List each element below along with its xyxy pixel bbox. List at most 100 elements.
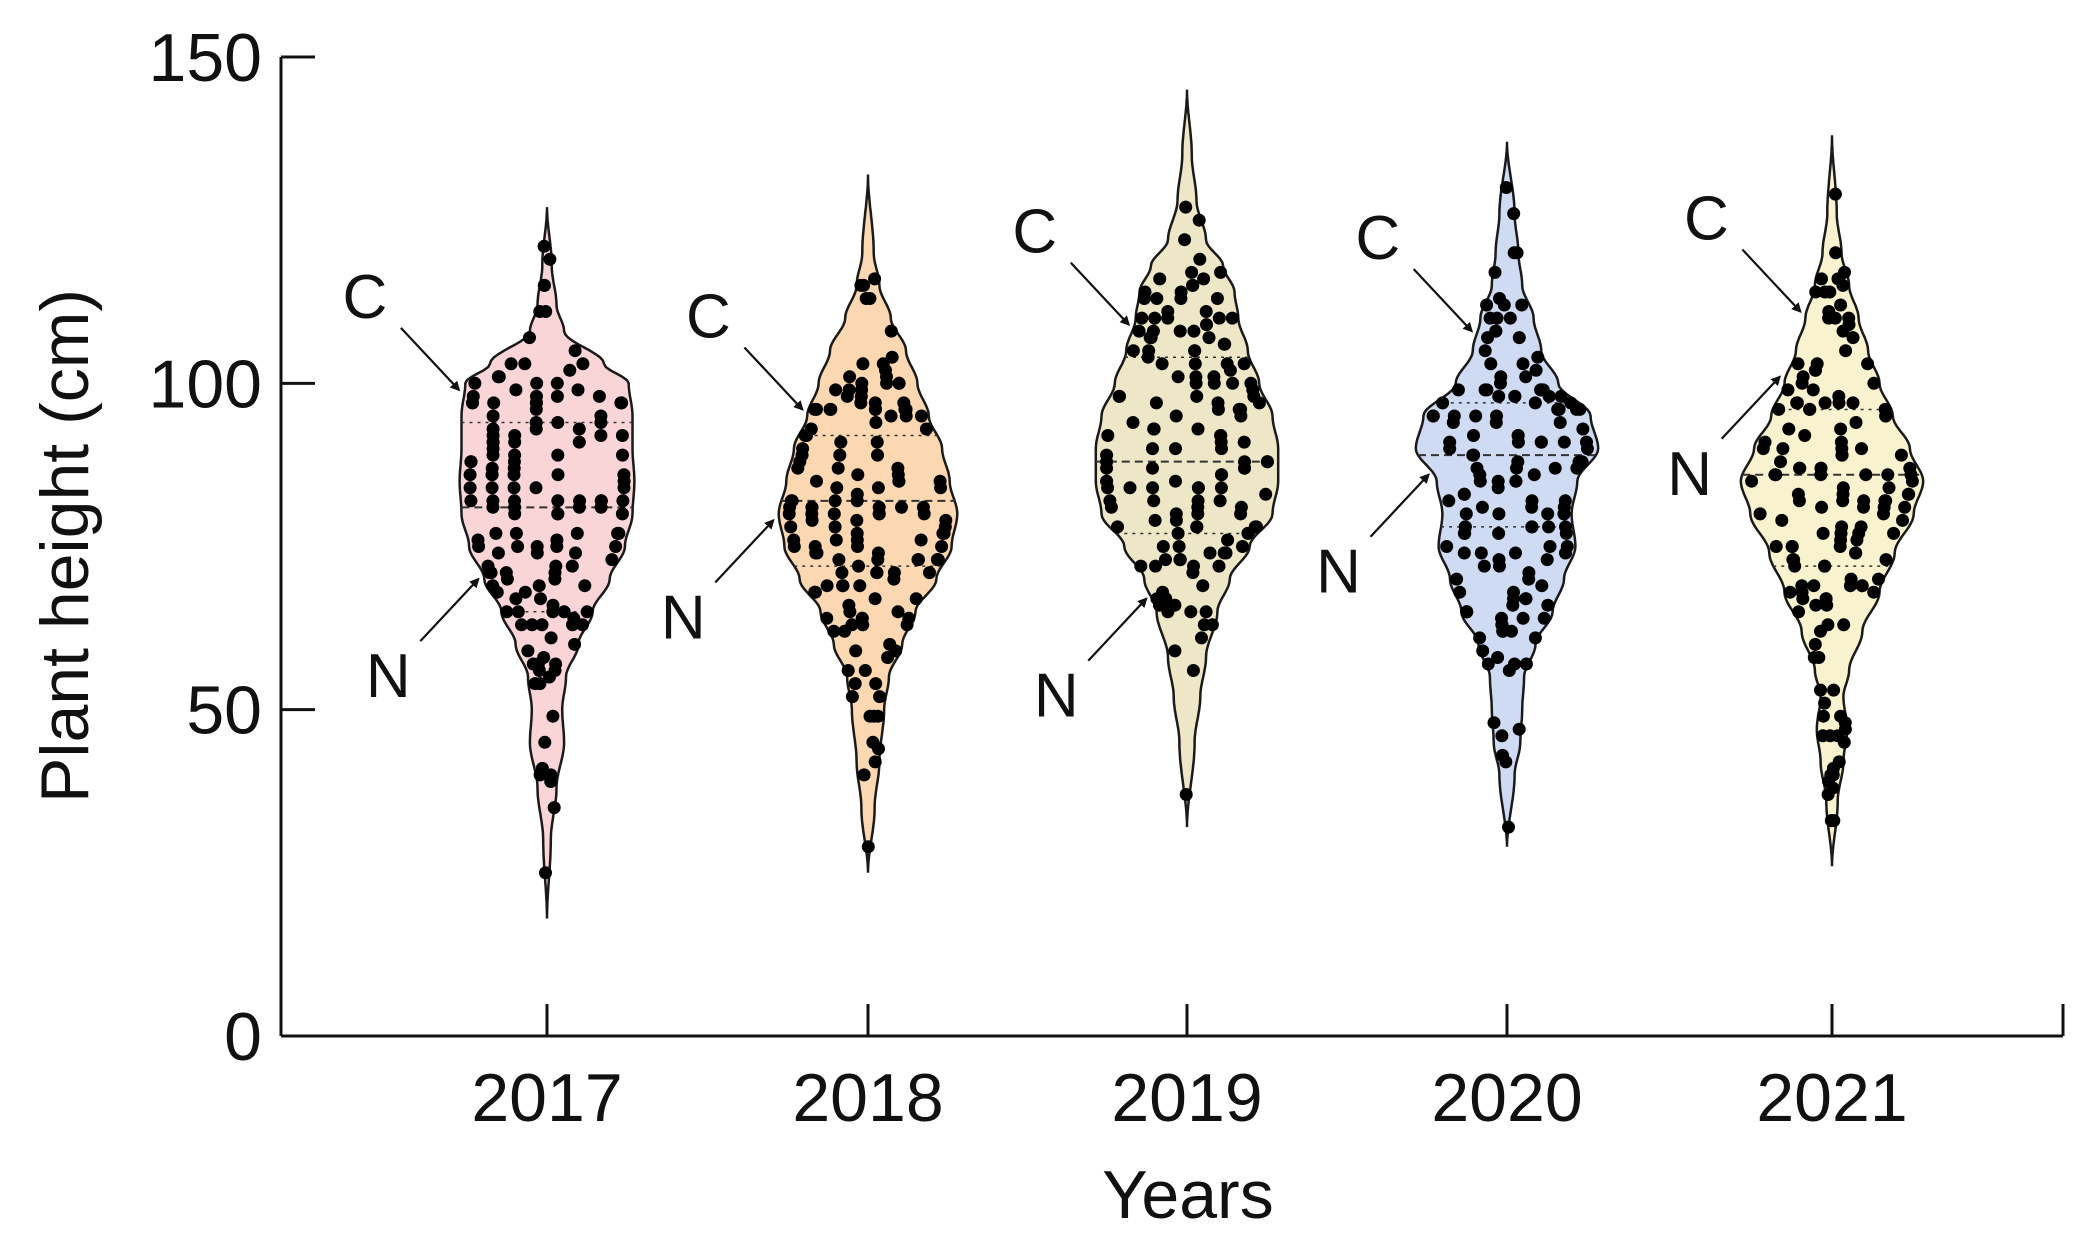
data-point-2017 xyxy=(511,540,525,553)
data-point-2017 xyxy=(508,429,522,442)
data-point-2021 xyxy=(1816,729,1830,743)
data-point-2018 xyxy=(891,468,905,482)
data-point-2021 xyxy=(1758,435,1772,449)
data-point-2017 xyxy=(518,357,532,371)
data-point-2019 xyxy=(1184,605,1198,619)
data-point-2017 xyxy=(580,605,594,619)
data-point-2019 xyxy=(1193,252,1207,266)
data-point-2020 xyxy=(1576,422,1590,436)
data-point-2019 xyxy=(1100,455,1114,469)
data-point-2020 xyxy=(1453,585,1467,599)
data-point-2017 xyxy=(534,592,547,606)
data-point-2017 xyxy=(490,585,504,599)
data-point-2019 xyxy=(1171,526,1185,540)
data-point-2017 xyxy=(557,605,571,619)
data-point-2019 xyxy=(1211,402,1225,416)
data-point-2019 xyxy=(1156,540,1170,553)
data-point-2019 xyxy=(1219,546,1233,560)
data-point-2019 xyxy=(1147,422,1161,436)
data-point-2018 xyxy=(868,272,882,286)
data-point-2018 xyxy=(784,494,798,508)
data-point-2017 xyxy=(472,540,486,553)
data-point-2017 xyxy=(565,559,579,573)
data-point-2019 xyxy=(1100,474,1114,488)
data-point-2020 xyxy=(1511,429,1525,442)
data-point-2021 xyxy=(1904,468,1918,482)
data-point-2019 xyxy=(1210,292,1224,305)
data-point-2020 xyxy=(1554,389,1568,403)
data-point-2017 xyxy=(491,370,505,384)
data-point-2019 xyxy=(1169,507,1183,521)
data-point-2017 xyxy=(504,357,518,371)
data-point-2020 xyxy=(1509,474,1523,488)
annotation-label-2021-N: N xyxy=(1667,440,1712,509)
data-point-2021 xyxy=(1898,500,1912,514)
data-point-2020 xyxy=(1503,311,1517,325)
data-point-2021 xyxy=(1901,487,1915,501)
annotation-arrow-2018-N xyxy=(714,518,775,584)
data-point-2017 xyxy=(605,553,619,567)
data-point-2021 xyxy=(1829,246,1843,260)
data-point-2021 xyxy=(1827,683,1841,697)
data-point-2018 xyxy=(880,370,893,384)
data-point-2021 xyxy=(1838,265,1851,279)
data-point-2017 xyxy=(539,305,553,318)
data-point-2021 xyxy=(1854,520,1868,534)
data-point-2019 xyxy=(1260,455,1274,469)
data-point-2018 xyxy=(884,324,898,338)
data-point-2020 xyxy=(1516,357,1530,371)
data-point-2021 xyxy=(1814,461,1828,475)
data-point-2021 xyxy=(1809,598,1823,612)
data-point-2019 xyxy=(1143,331,1157,345)
data-point-2019 xyxy=(1179,788,1193,801)
data-point-2017 xyxy=(544,631,558,645)
data-point-2018 xyxy=(871,553,885,567)
data-point-2020 xyxy=(1541,507,1555,521)
data-point-2019 xyxy=(1103,494,1117,508)
data-point-2021 xyxy=(1859,468,1873,482)
data-point-2018 xyxy=(827,507,841,521)
data-point-2017 xyxy=(529,402,543,416)
data-point-2018 xyxy=(827,624,841,638)
data-point-2017 xyxy=(466,389,480,403)
data-point-2021 xyxy=(1896,513,1909,527)
data-point-2018 xyxy=(829,533,843,547)
data-point-2020 xyxy=(1493,559,1506,573)
data-point-2020 xyxy=(1540,553,1554,567)
data-point-2017 xyxy=(464,494,478,508)
data-point-2021 xyxy=(1834,298,1848,312)
data-point-2020 xyxy=(1478,383,1492,397)
data-point-2019 xyxy=(1161,598,1174,612)
data-point-2020 xyxy=(1564,396,1578,410)
data-point-2019 xyxy=(1212,311,1226,325)
data-point-2020 xyxy=(1443,442,1457,456)
data-point-2017 xyxy=(592,389,606,403)
data-point-2019 xyxy=(1113,389,1126,403)
data-point-2017 xyxy=(551,507,565,521)
data-point-2021 xyxy=(1772,402,1786,416)
data-point-2020 xyxy=(1512,331,1526,345)
data-point-2020 xyxy=(1478,344,1492,358)
data-point-2018 xyxy=(828,494,842,508)
data-point-2020 xyxy=(1558,494,1572,508)
data-point-2021 xyxy=(1820,598,1834,612)
annotation-label-2019-N: N xyxy=(1034,662,1079,731)
data-point-2019 xyxy=(1215,468,1228,482)
dots-layer xyxy=(463,181,1919,880)
data-point-2017 xyxy=(547,801,561,815)
data-point-2017 xyxy=(511,605,525,619)
data-point-2020 xyxy=(1519,592,1533,606)
x-axis-title: Years xyxy=(1102,1157,1273,1233)
annotation-arrow-2018-C xyxy=(743,346,804,411)
data-point-2017 xyxy=(617,481,631,495)
data-point-2020 xyxy=(1481,657,1495,671)
data-point-2021 xyxy=(1838,722,1852,736)
data-point-2021 xyxy=(1814,683,1827,697)
data-point-2018 xyxy=(861,840,875,854)
data-point-2017 xyxy=(515,618,528,632)
data-point-2021 xyxy=(1807,579,1821,593)
data-point-2018 xyxy=(871,448,884,462)
data-point-2020 xyxy=(1495,618,1509,632)
data-point-2017 xyxy=(544,768,558,782)
data-point-2021 xyxy=(1783,585,1797,599)
